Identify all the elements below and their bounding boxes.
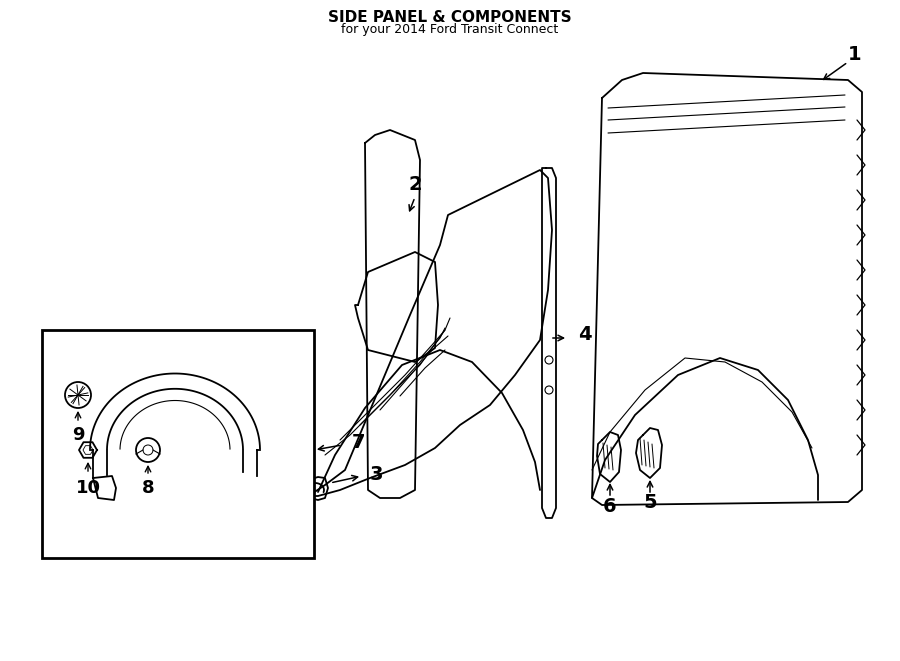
Text: 4: 4 <box>578 325 591 344</box>
Text: 3: 3 <box>370 465 383 483</box>
Text: 8: 8 <box>141 479 154 497</box>
Text: 9: 9 <box>72 426 85 444</box>
Bar <box>42 330 314 558</box>
Text: SIDE PANEL & COMPONENTS: SIDE PANEL & COMPONENTS <box>328 11 572 26</box>
Text: 1: 1 <box>848 46 862 65</box>
Text: 10: 10 <box>76 479 101 497</box>
Text: 5: 5 <box>644 494 657 512</box>
Text: 2: 2 <box>409 176 422 194</box>
Text: 7: 7 <box>352 432 365 451</box>
Text: 6: 6 <box>603 498 616 516</box>
Text: for your 2014 Ford Transit Connect: for your 2014 Ford Transit Connect <box>341 24 559 36</box>
